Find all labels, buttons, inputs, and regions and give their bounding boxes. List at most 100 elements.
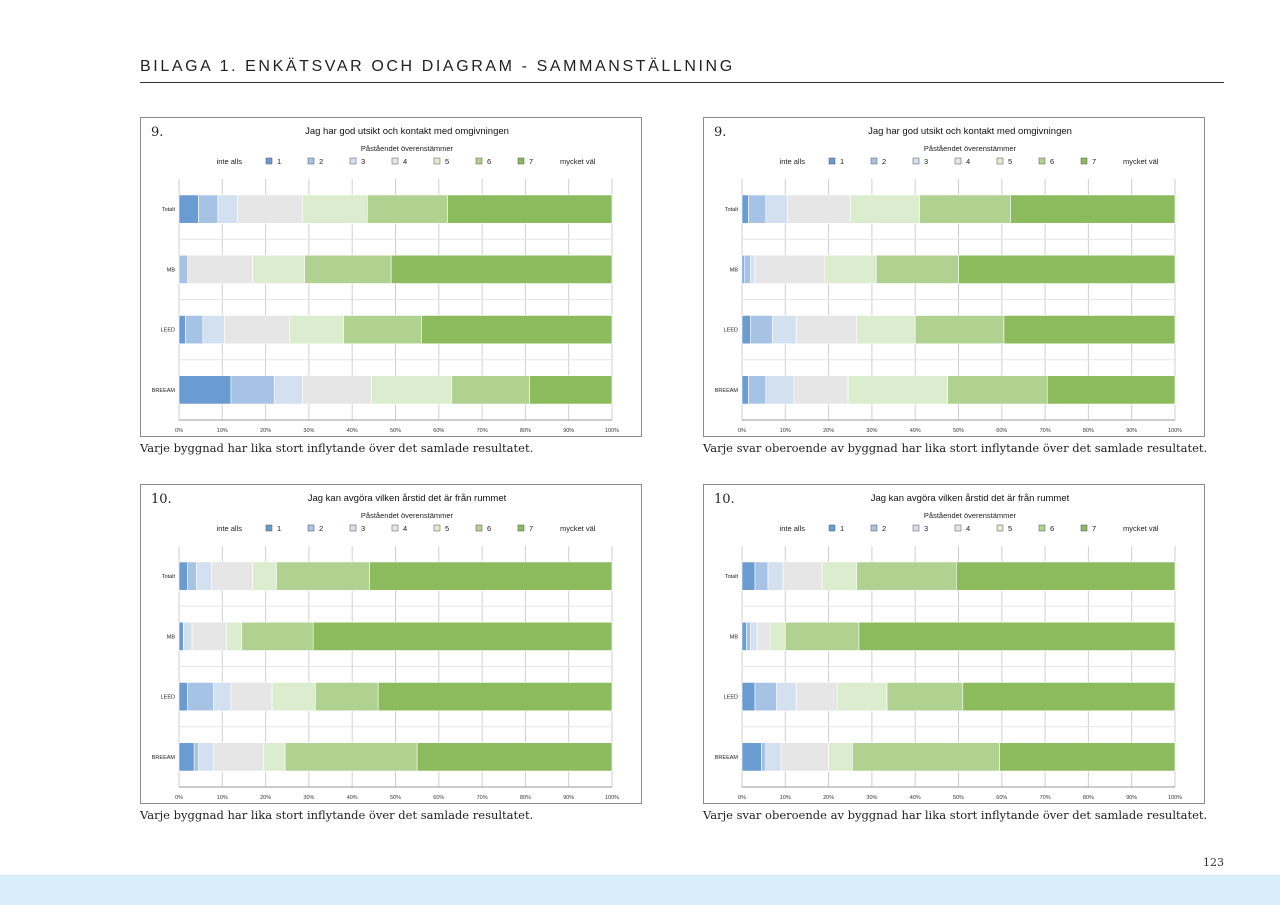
chart2-legend-label-5: 5 [1008, 157, 1012, 166]
chart1-legend-left: inte alls [217, 157, 243, 166]
chart3-xtick-label: 90% [563, 795, 574, 801]
chart2-category-label: Totalt [725, 207, 739, 213]
chart4-xtick-label: 70% [1040, 795, 1051, 801]
chart4-legend-label-3: 3 [924, 524, 928, 533]
chart1-legend-label-1: 1 [277, 157, 281, 166]
chart-panel-3: 10. Jag kan avgöra vilken årstid det är f… [140, 484, 642, 804]
chart2-xtick-label: 10% [780, 428, 791, 434]
chart3-legend-swatch-6 [475, 524, 483, 532]
chart2-xtick-label: 90% [1126, 428, 1137, 434]
chart3-bar-breeam-7 [416, 742, 613, 772]
chart1-xtick-label: 80% [520, 428, 531, 434]
chart2-bar-breeam-2 [748, 375, 767, 405]
chart1-category-label: Totalt [162, 207, 176, 213]
chart3-legend-left: inte alls [217, 524, 243, 533]
chart-panel-4: 10. Jag kan avgöra vilken årstid det är f… [703, 484, 1205, 804]
chart2-legend-label-1: 1 [840, 157, 844, 166]
chart4-bar-totalt-1 [741, 561, 756, 591]
chart2-bar-leed-6 [914, 315, 1005, 345]
chart3-bar-leed-4 [230, 682, 273, 712]
chart3-xtick-label: 50% [390, 795, 401, 801]
chart3-bar-mb-7 [312, 621, 613, 651]
chart4-bar-totalt-5 [821, 561, 858, 591]
chart2-legend-label-6: 6 [1050, 157, 1054, 166]
chart1-bar-leed-7 [421, 315, 613, 345]
chart2-legend-swatch-1 [828, 157, 836, 165]
chart1-bar-leed-1 [178, 315, 186, 345]
chart2-bar-breeam-3 [765, 375, 795, 405]
chart1-bar-totalt-4 [237, 194, 303, 224]
chart4-bar-mb-3 [750, 621, 758, 651]
chart2-bar-totalt-5 [849, 194, 920, 224]
chart4-xtick-label: 50% [953, 795, 964, 801]
chart4-legend-right: mycket väl [1123, 524, 1159, 533]
chart4-xtick-label: 90% [1126, 795, 1137, 801]
chart3-legend-right: mycket väl [560, 524, 596, 533]
chart3-bar-mb-1 [178, 621, 184, 651]
chart3-category-label: MB [167, 634, 176, 640]
chart2-legend-label-7: 7 [1092, 157, 1096, 166]
chart4-xtick-label: 60% [996, 795, 1007, 801]
chart2-svg: 9. Jag har god utsikt och kontakt med omg… [714, 125, 1182, 434]
chart1-bar-breeam-4 [302, 375, 372, 405]
chart3-bar-totalt-3 [196, 561, 212, 591]
chart2-bar-mb-2 [743, 254, 751, 284]
chart-caption-1: Varje byggnad har lika stort inflytande … [140, 441, 534, 455]
chart4-legend-swatch-7 [1080, 524, 1088, 532]
chart4-legend-swatch-1 [828, 524, 836, 532]
chart1-category-label: BREEAM [152, 388, 176, 394]
chart1-bar-totalt-1 [178, 194, 199, 224]
chart3-bar-totalt-1 [178, 561, 188, 591]
chart4-bar-leed-6 [886, 682, 964, 712]
chart3-bar-leed-5 [271, 682, 316, 712]
chart4-bar-breeam-7 [999, 742, 1176, 772]
chart3-bar-totalt-4 [211, 561, 253, 591]
chart3-bar-totalt-6 [276, 561, 370, 591]
chart3-legend-label-1: 1 [277, 524, 281, 533]
chart3-bar-breeam-1 [178, 742, 195, 772]
chart4-bar-breeam-5 [828, 742, 853, 772]
chart3-xtick-label: 100% [605, 795, 619, 801]
chart3-category-label: Totalt [162, 574, 176, 580]
chart3-xtick-label: 0% [175, 795, 183, 801]
chart2-xtick-label: 40% [910, 428, 921, 434]
chart1-legend-label-6: 6 [487, 157, 491, 166]
chart3-xtick-label: 20% [260, 795, 271, 801]
chart2-bar-totalt-7 [1010, 194, 1176, 224]
chart1-bar-totalt-2 [198, 194, 219, 224]
chart2-bar-leed-1 [741, 315, 751, 345]
chart4-bar-breeam-2 [761, 742, 767, 772]
chart1-bar-breeam-2 [230, 375, 275, 405]
chart1-bar-mb-6 [304, 254, 392, 284]
chart2-xtick-label: 60% [996, 428, 1007, 434]
chart1-bar-breeam-7 [529, 375, 613, 405]
chart1-legend-label-3: 3 [361, 157, 365, 166]
chart2-category-label: BREEAM [715, 388, 739, 394]
chart2-legend-swatch-7 [1080, 157, 1088, 165]
chart2-bar-totalt-6 [919, 194, 1011, 224]
chart4-legend-left: inte alls [780, 524, 806, 533]
chart2-legend-left: inte alls [780, 157, 806, 166]
chart2-category-label: MB [730, 267, 739, 273]
chart4-xtick-label: 30% [866, 795, 877, 801]
chart1-xtick-label: 90% [563, 428, 574, 434]
chart-panel-1: 9. Jag har god utsikt och kontakt med omg… [140, 117, 642, 437]
chart1-xtick-label: 0% [175, 428, 183, 434]
header-rule [140, 82, 1224, 83]
chart2-legend-label-2: 2 [882, 157, 886, 166]
chart2-number: 9. [714, 125, 726, 140]
chart4-bar-breeam-4 [780, 742, 829, 772]
chart1-legend-right: mycket väl [560, 157, 596, 166]
chart4-bar-breeam-3 [765, 742, 782, 772]
chart4-bar-mb-2 [746, 621, 751, 651]
chart4-category-label: BREEAM [715, 755, 739, 761]
chart3-xtick-label: 80% [520, 795, 531, 801]
chart1-xtick-label: 60% [433, 428, 444, 434]
chart2-bar-breeam-5 [847, 375, 948, 405]
chart2-xtick-label: 80% [1083, 428, 1094, 434]
chart1-legend-swatch-2 [307, 157, 315, 165]
chart4-category-label: MB [730, 634, 739, 640]
chart4-category-label: LEED [724, 695, 738, 701]
chart2-bar-mb-4 [754, 254, 825, 284]
chart4-bar-leed-2 [754, 682, 777, 712]
